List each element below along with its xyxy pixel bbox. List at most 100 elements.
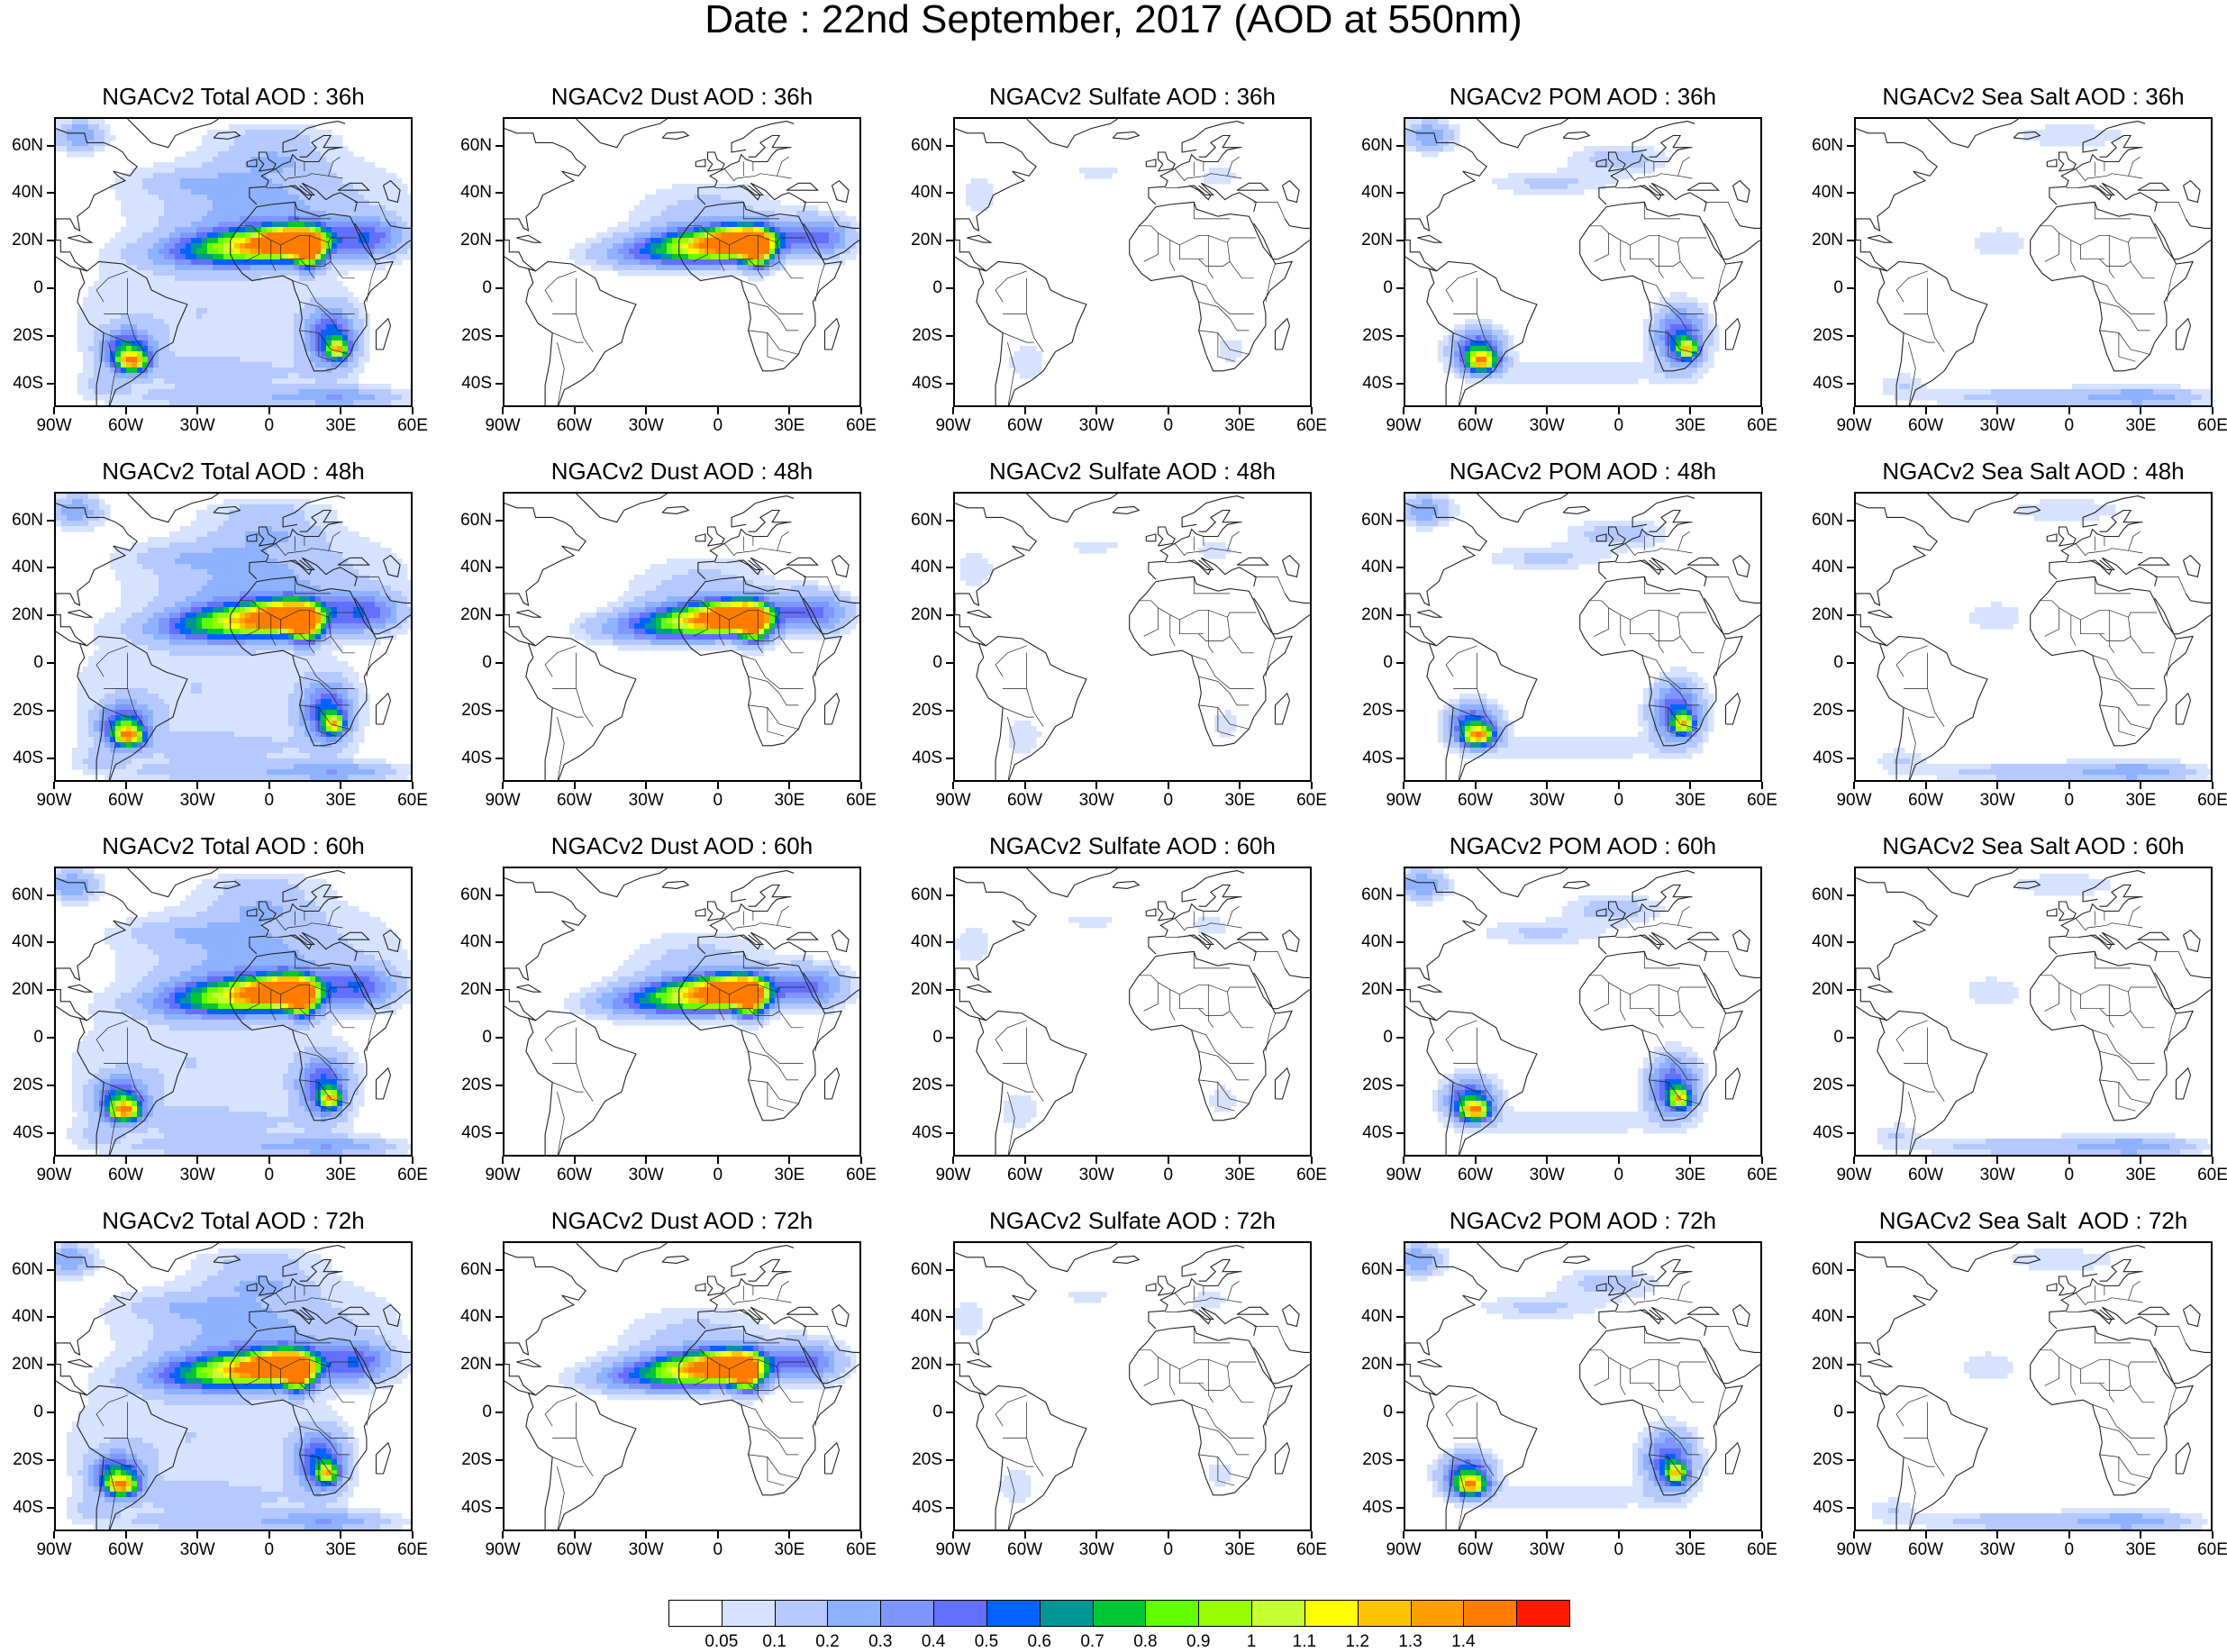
- aod-cell: [634, 249, 641, 255]
- aod-cell: [137, 227, 143, 233]
- aod-cell: [153, 232, 159, 239]
- aod-cell: [229, 526, 235, 532]
- coastline: [1159, 152, 1176, 171]
- country-border: [1896, 271, 1928, 302]
- aod-cell: [186, 395, 192, 401]
- aod-cell: [332, 384, 338, 390]
- aod-cell: [1443, 135, 1450, 141]
- country-border: [557, 342, 564, 407]
- aod-cell: [1573, 173, 1579, 179]
- aod-cell: [299, 173, 305, 179]
- aod-cell: [661, 222, 668, 228]
- aod-cell: [261, 378, 268, 385]
- aod-cell: [142, 292, 149, 298]
- aod-cell: [234, 313, 241, 320]
- aod-cell: [126, 346, 132, 352]
- aod-cell: [261, 189, 268, 195]
- aod-cell: [261, 265, 268, 271]
- aod-cell: [1589, 173, 1595, 179]
- aod-cell: [966, 184, 972, 190]
- aod-cell: [315, 270, 322, 277]
- aod-cell: [1899, 373, 1905, 379]
- aod-cell: [834, 232, 841, 239]
- aod-cell: [407, 195, 413, 201]
- aod-cell: [207, 141, 214, 147]
- aod-cell: [688, 222, 695, 228]
- aod-cell: [148, 254, 154, 260]
- aod-cell: [213, 373, 219, 379]
- aod-cell: [2191, 389, 2197, 395]
- aod-cell: [1932, 389, 1938, 395]
- aod-cell: [207, 346, 214, 352]
- aod-cell: [667, 195, 673, 201]
- aod-cell: [310, 135, 316, 141]
- aod-cell: [229, 276, 235, 282]
- aod-cell: [250, 259, 257, 266]
- aod-cell: [105, 243, 111, 250]
- aod-cell: [1031, 346, 1037, 352]
- aod-cell: [88, 378, 95, 385]
- aod-cell: [245, 384, 251, 390]
- aod-cell: [294, 232, 300, 239]
- aod-cell: [677, 270, 684, 277]
- aod-cell: [299, 249, 305, 255]
- y-tick-label: 0: [450, 278, 492, 298]
- aod-cell: [126, 286, 132, 293]
- aod-cell: [807, 205, 814, 212]
- aod-cell: [2083, 395, 2089, 401]
- aod-cell: [169, 200, 176, 206]
- aod-cell: [305, 324, 311, 331]
- aod-cell: [2067, 395, 2073, 401]
- aod-cell: [196, 249, 203, 255]
- aod-cell: [142, 265, 149, 271]
- aod-cell: [288, 189, 295, 195]
- aod-cell: [213, 521, 219, 527]
- aod-cell: [656, 259, 662, 266]
- aod-cell: [1541, 362, 1547, 368]
- aod-cell: [759, 265, 765, 271]
- aod-cell: [667, 205, 673, 212]
- aod-cell: [196, 265, 203, 271]
- aod-cell: [245, 189, 251, 195]
- aod-cell: [1921, 395, 1927, 401]
- aod-cell: [186, 162, 192, 168]
- aod-cell: [342, 222, 349, 228]
- aod-cell: [332, 330, 338, 336]
- aod-cell: [256, 405, 262, 407]
- aod-cell: [240, 531, 246, 538]
- aod-cell: [294, 249, 300, 255]
- aod-cell: [153, 178, 159, 185]
- aod-cell: [159, 395, 165, 401]
- aod-cell: [186, 389, 192, 395]
- aod-cell: [77, 521, 84, 527]
- aod-cell: [164, 249, 170, 255]
- aod-cell: [353, 216, 359, 222]
- aod-cell: [61, 119, 68, 125]
- aod-cell: [1681, 308, 1687, 314]
- aod-cell: [310, 308, 316, 314]
- aod-cell: [1686, 303, 1693, 309]
- aod-cell: [61, 141, 68, 147]
- aod-cell: [250, 265, 257, 271]
- aod-cell: [342, 173, 349, 179]
- aod-cell: [88, 494, 95, 500]
- aod-cell: [737, 259, 743, 266]
- x-tick-mark: [1024, 407, 1026, 414]
- aod-cell: [267, 205, 273, 212]
- aod-cell: [196, 227, 203, 233]
- aod-cell: [261, 227, 268, 233]
- aod-cell: [353, 330, 359, 336]
- aod-cell: [283, 389, 289, 395]
- aod-cell: [191, 308, 197, 314]
- aod-cell: [1932, 395, 1938, 401]
- aod-cell: [56, 135, 62, 141]
- country-border: [749, 302, 799, 331]
- aod-cell: [218, 243, 224, 250]
- aod-cell: [726, 265, 732, 271]
- aod-cell: [310, 168, 316, 174]
- aod-cell: [229, 151, 235, 158]
- country-border: [2129, 157, 2141, 176]
- aod-cell: [1686, 324, 1693, 331]
- aod-cell: [105, 135, 111, 141]
- aod-cell: [618, 227, 624, 233]
